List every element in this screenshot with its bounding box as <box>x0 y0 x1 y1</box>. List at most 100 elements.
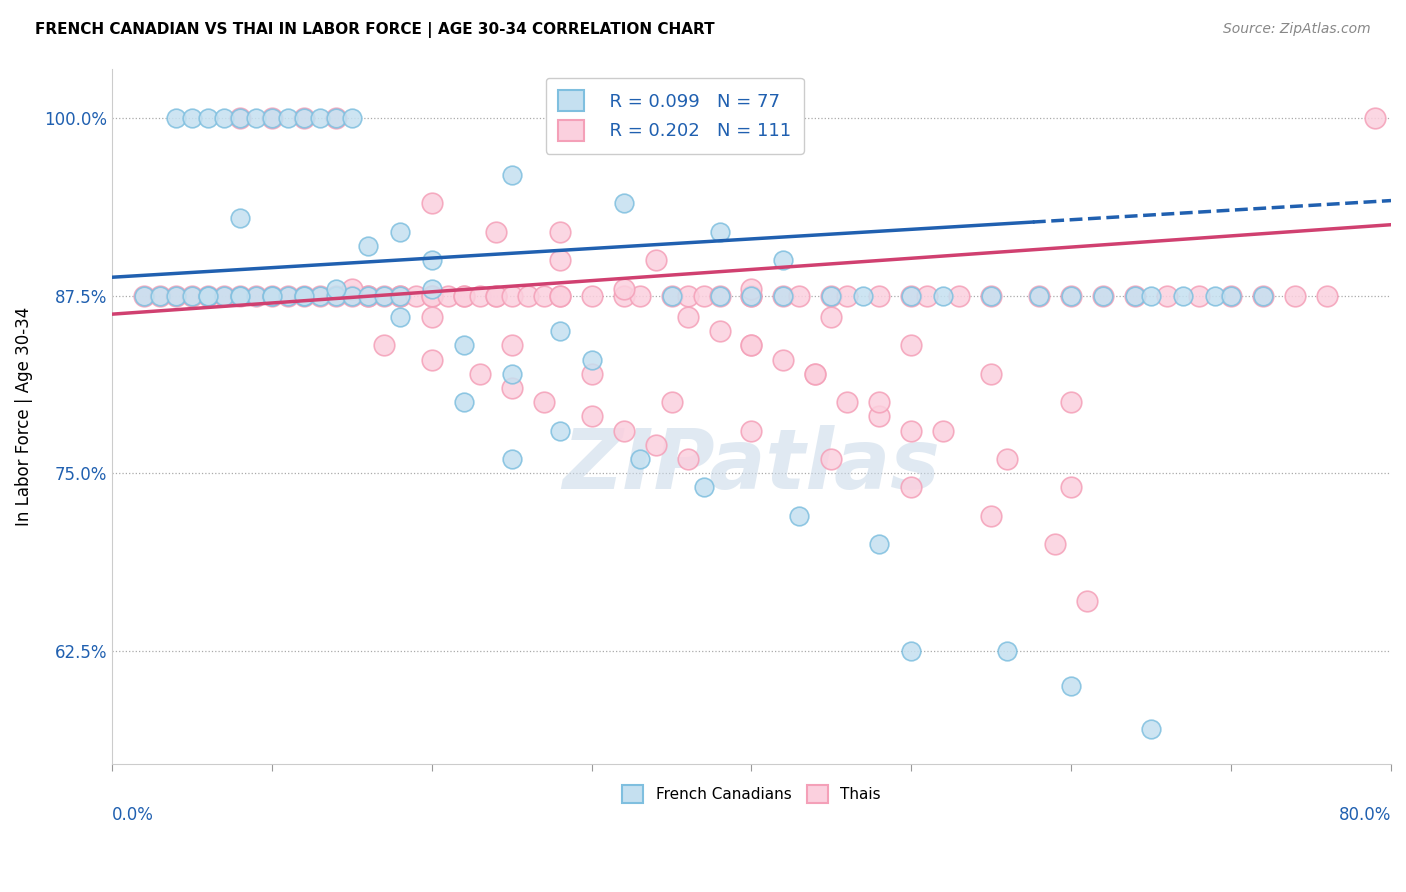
Point <box>260 289 283 303</box>
Point <box>613 282 636 296</box>
Point <box>1251 289 1274 303</box>
Point <box>676 289 699 303</box>
Point <box>453 289 475 303</box>
Point <box>325 282 347 296</box>
Point <box>709 289 731 303</box>
Point <box>373 338 395 352</box>
Point <box>485 225 508 239</box>
Point <box>229 211 252 225</box>
Point <box>900 480 922 494</box>
Point <box>388 310 411 324</box>
Point <box>373 289 395 303</box>
Point <box>180 289 202 303</box>
Point <box>165 289 187 303</box>
Point <box>692 289 714 303</box>
Point <box>1060 395 1083 409</box>
Point <box>453 395 475 409</box>
Point <box>948 289 970 303</box>
Point <box>772 289 794 303</box>
Point <box>357 239 380 253</box>
Point <box>373 289 395 303</box>
Point <box>485 289 508 303</box>
Point <box>197 112 219 126</box>
Point <box>340 289 363 303</box>
Point <box>789 289 811 303</box>
Point <box>180 289 202 303</box>
Point <box>789 508 811 523</box>
Point <box>420 196 443 211</box>
Point <box>820 289 842 303</box>
Point <box>1028 289 1050 303</box>
Point <box>868 537 890 551</box>
Point <box>837 395 859 409</box>
Point <box>260 112 283 126</box>
Point <box>468 367 491 381</box>
Point <box>388 289 411 303</box>
Point <box>501 289 523 303</box>
Y-axis label: In Labor Force | Age 30-34: In Labor Force | Age 30-34 <box>15 307 32 526</box>
Point <box>501 338 523 352</box>
Point <box>661 289 683 303</box>
Text: 0.0%: 0.0% <box>112 806 153 824</box>
Point <box>709 289 731 303</box>
Point <box>1173 289 1195 303</box>
Point <box>357 289 380 303</box>
Point <box>709 225 731 239</box>
Point <box>740 424 762 438</box>
Point <box>485 289 508 303</box>
Point <box>501 381 523 395</box>
Point <box>149 289 172 303</box>
Point <box>548 253 571 268</box>
Point <box>581 409 603 424</box>
Point <box>468 289 491 303</box>
Point <box>325 112 347 126</box>
Point <box>692 480 714 494</box>
Point <box>292 112 315 126</box>
Point <box>357 289 380 303</box>
Point <box>325 289 347 303</box>
Point <box>772 253 794 268</box>
Point <box>325 112 347 126</box>
Point <box>980 289 1002 303</box>
Point <box>277 289 299 303</box>
Point <box>900 643 922 657</box>
Point <box>1364 112 1386 126</box>
Text: ZIPatlas: ZIPatlas <box>562 425 941 506</box>
Point <box>132 289 155 303</box>
Point <box>613 424 636 438</box>
Point <box>453 338 475 352</box>
Point <box>308 289 330 303</box>
Point <box>340 289 363 303</box>
Point <box>900 289 922 303</box>
Point <box>900 424 922 438</box>
Point <box>260 112 283 126</box>
Point <box>548 289 571 303</box>
Point <box>804 367 827 381</box>
Point <box>388 289 411 303</box>
Point <box>308 289 330 303</box>
Point <box>132 289 155 303</box>
Point <box>197 289 219 303</box>
Point <box>149 289 172 303</box>
Point <box>1060 289 1083 303</box>
Point <box>1028 289 1050 303</box>
Point <box>917 289 939 303</box>
Point <box>772 289 794 303</box>
Point <box>388 225 411 239</box>
Point <box>1188 289 1211 303</box>
Point <box>260 289 283 303</box>
Point <box>644 253 666 268</box>
Point <box>533 395 555 409</box>
Point <box>868 289 890 303</box>
Point <box>581 289 603 303</box>
Point <box>165 112 187 126</box>
Point <box>292 289 315 303</box>
Point <box>1060 679 1083 693</box>
Point <box>628 289 651 303</box>
Point <box>644 438 666 452</box>
Point <box>740 289 762 303</box>
Point <box>661 395 683 409</box>
Point <box>1316 289 1339 303</box>
Point <box>325 289 347 303</box>
Point <box>740 338 762 352</box>
